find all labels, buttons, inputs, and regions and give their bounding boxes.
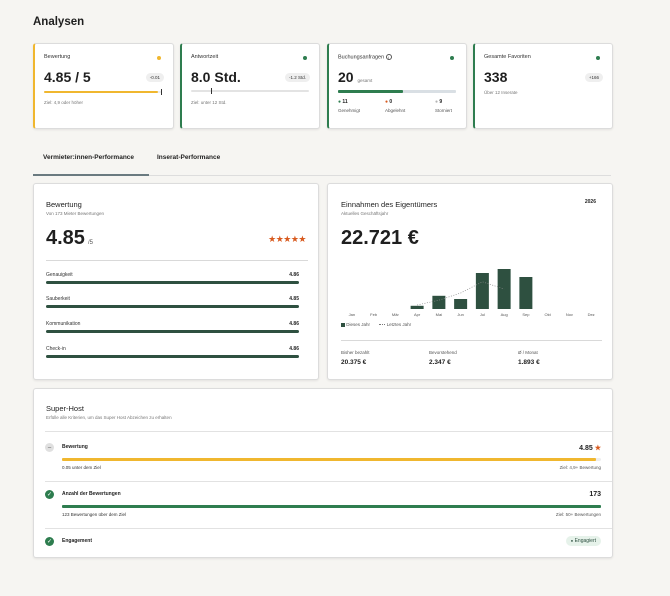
stat-average-label: Ø / Monat [518,350,538,355]
status-dot [157,56,161,60]
dot-icon: ● [338,99,342,105]
check-icon: ✓ [45,537,54,546]
active-tab-indicator [33,174,149,176]
section-title: Super-Host [46,404,84,413]
last-year-line [417,281,505,306]
bar-apr[interactable] [410,305,424,309]
status-dot [303,56,307,60]
rating-card: Bewertung Von 173 Mieter Bewertungen 4.8… [33,183,319,380]
breakdown-approved: ● 11 Genehmigt [338,99,361,113]
legend-this-year: Dieses Jahr [341,322,370,327]
dot-icon: ● [385,99,389,105]
criterion-progress [62,505,601,508]
kpi-goal: Ziel: unter 12 Std. [191,100,227,105]
bookings-progress [338,90,456,93]
bar-jun[interactable] [454,299,468,309]
delta-badge: -1.2 Std. [284,73,310,82]
x-tick-label: Nov [566,312,573,317]
criterion-progress [62,458,601,461]
breakdown-cancelled: ● 9 Storniert [435,99,453,113]
delta-badge: +166 [584,73,603,82]
tab-host-performance[interactable]: Vermieter:innen-Performance [43,154,135,161]
kpi-label: Antwortzeit [191,54,219,60]
divider [45,431,612,432]
x-tick-label: Feb [370,312,378,317]
kpi-value: 4.85 / 5 [44,69,91,85]
bar-sep[interactable] [519,277,533,309]
metric-cleanliness: Sauberkeit 4.85 [46,296,299,316]
rating-progress [44,89,162,95]
bar-jul[interactable] [475,273,489,309]
dot-icon: ● [435,99,439,105]
response-progress [191,88,309,94]
chart-legend: Dieses Jahr Letztes Jahr [341,322,411,327]
rating-value: 4.85/5 [46,227,93,249]
kpi-value: 338 [484,69,508,85]
x-tick-label: Aug [501,312,508,317]
check-icon: ✓ [45,490,54,499]
tab-listing-performance[interactable]: Inserat-Performance [157,154,221,161]
section-subtitle: Aktuelles Geschäftsjahr [341,211,389,216]
divider [45,528,612,529]
info-icon[interactable]: i [385,54,392,60]
x-tick-label: Dez [588,312,595,317]
stat-average-value: 1.893 € [518,359,540,366]
kpi-value: 8.0 Std. [191,69,241,85]
x-tick-label: Apr [414,312,421,317]
superhost-card: Super-Host Erfülle alle Kriterien, um da… [33,388,613,558]
kpi-bookings-card[interactable]: Buchungsanfragen i 20 gesamt ● 11 Genehm… [327,43,467,129]
x-tick-label: Sep [522,312,530,317]
bar-mai[interactable] [432,295,446,309]
breakdown-rejected: ● 0 Abgelehnt [385,99,406,113]
metric-checkin: Check-in 4.86 [46,346,299,366]
revenue-value: 22.721 € [341,227,419,249]
minus-icon: – [45,443,54,452]
kpi-response-card[interactable]: Antwortzeit 8.0 Std. -1.2 Std. Ziel: unt… [180,43,320,129]
legend-last-year: Letztes Jahr [379,322,411,327]
kpi-favorites-card[interactable]: Gesamte Favoriten 338 +166 Über 12 Inser… [473,43,613,129]
stat-upcoming-value: 2.347 € [429,359,451,366]
divider [45,481,612,482]
revenue-chart: Jan Feb Mär Apr Mai Jun Jul Aug Sep Okt Nov Dez [349,269,595,317]
section-subtitle: Von 173 Mieter Bewertungen [46,211,105,216]
kpi-rating-card[interactable]: Bewertung 4.85 / 5 -0.01 Ziel: 4,9 oder … [33,43,174,129]
x-tick-label: Okt [545,312,552,317]
revenue-card: Einnahmen des Eigentümers Aktuelles Gesc… [327,183,613,380]
kpi-value: 20 gesamt [338,69,373,85]
metric-accuracy: Genauigkeit 4.86 [46,272,299,292]
stat-upcoming-label: Bevorstehend [429,350,457,355]
star-icon: ★ [594,445,601,452]
kpi-label: Gesamte Favoriten [484,54,531,60]
tab-bar: Vermieter:innen-Performance Inserat-Perf… [33,150,611,176]
x-tick-label: Mai [436,312,443,317]
section-title: Einnahmen des Eigentümers [341,200,438,209]
x-tick-label: Jul [480,312,485,317]
year-selector[interactable]: 2026 [584,199,596,205]
kpi-label: Buchungsanfragen i [338,54,392,60]
x-tick-label: Jan [349,312,355,317]
kpi-sub: Über 12 Inserate [484,90,518,95]
stat-paid-value: 20.375 € [341,359,367,366]
divider [46,260,308,261]
delta-badge: -0.01 [145,73,164,82]
x-tick-label: Jun [457,312,463,317]
stars-icon: ★★★★★ [268,234,306,244]
bookings-breakdown: ● 11 Genehmigt ● 0 Abgelehnt ● 9 Stornie… [338,99,456,119]
section-subtitle: Erfülle alle Kriterien, um das Super Hos… [46,415,172,420]
x-tick-label: Mär [392,312,400,317]
status-dot [450,56,454,60]
page-title: Analysen [33,16,85,28]
dot-icon: ● [570,538,574,543]
status-dot [596,56,600,60]
engaged-badge: ● Engagiert [565,536,601,546]
stat-paid-label: Bisher bezahlt [341,350,370,355]
metric-communication: Kommunikation 4.86 [46,321,299,341]
divider [341,340,602,341]
kpi-label: Bewertung [44,54,71,60]
kpi-goal: Ziel: 4,9 oder höher [44,100,84,105]
section-title: Bewertung [46,200,82,209]
